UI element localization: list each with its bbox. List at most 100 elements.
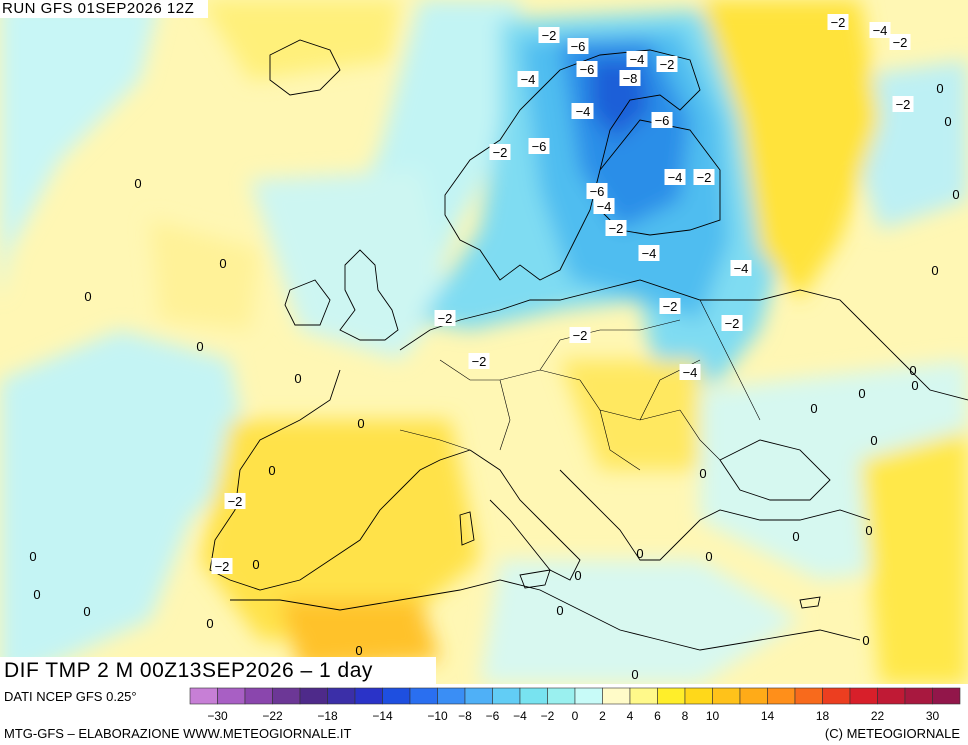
svg-text:0: 0 [705, 549, 712, 564]
svg-text:0: 0 [252, 557, 259, 572]
contour-label: −2 [489, 144, 511, 160]
sicily-coast [519, 569, 551, 589]
colorbar-tick-label: 10 [706, 709, 720, 723]
contour-label: 0 [268, 463, 275, 478]
colorbar-tick-label: −30 [207, 709, 228, 723]
colorbar-swatch [657, 687, 686, 705]
svg-text:−2: −2 [663, 299, 678, 314]
svg-text:0: 0 [909, 363, 916, 378]
svg-text:0: 0 [134, 176, 141, 191]
contour-label: 0 [206, 616, 213, 631]
contour-label: 0 [944, 114, 951, 129]
svg-text:0: 0 [206, 616, 213, 631]
contour-label: 0 [952, 187, 959, 202]
colorbar-swatch [217, 687, 246, 705]
contour-label: −2 [538, 27, 560, 43]
svg-text:0: 0 [556, 603, 563, 618]
contour-label: −2 [468, 353, 490, 369]
credit-right: (C) METEOGIORNALE [824, 726, 960, 741]
colorbar-swatch [519, 687, 548, 705]
svg-text:−2: −2 [893, 35, 908, 50]
svg-text:−2: −2 [725, 316, 740, 331]
colorbar-tick-label: 18 [816, 709, 830, 723]
svg-text:0: 0 [83, 604, 90, 619]
contour-label: −4 [572, 103, 594, 119]
sardinia-coast [459, 511, 475, 546]
contour-label: 0 [858, 386, 865, 401]
contour-label: 0 [870, 433, 877, 448]
contour-label: 0 [355, 643, 362, 658]
colorbar-tick-label: 0 [572, 709, 579, 723]
colorbar-swatch [602, 687, 631, 705]
svg-text:−2: −2 [831, 15, 846, 30]
colorbar-tick-label: −6 [486, 709, 500, 723]
svg-text:0: 0 [862, 633, 869, 648]
colorbar-swatch [684, 687, 713, 705]
colorbar-tick-label: 8 [682, 709, 689, 723]
svg-text:0: 0 [574, 568, 581, 583]
contour-label: −2 [434, 310, 456, 326]
contour-label: −6 [586, 183, 608, 199]
colorbar-swatch [712, 687, 741, 705]
contour-label: 0 [911, 378, 918, 393]
colorbar-swatch [904, 687, 933, 705]
svg-text:0: 0 [931, 263, 938, 278]
colorbar-swatch [822, 687, 851, 705]
contour-label: −2 [889, 34, 911, 50]
svg-text:−2: −2 [896, 97, 911, 112]
europe-coast [399, 279, 968, 401]
contour-label: −2 [211, 558, 233, 574]
svg-text:−6: −6 [571, 39, 586, 54]
country-borders [399, 299, 761, 471]
colorbar-swatch [739, 687, 768, 705]
contour-label: −6 [528, 138, 550, 154]
svg-text:−4: −4 [668, 170, 683, 185]
italy-coast [469, 449, 581, 581]
svg-text:0: 0 [355, 643, 362, 658]
svg-text:0: 0 [944, 114, 951, 129]
contour-label: 0 [196, 339, 203, 354]
svg-text:−6: −6 [590, 184, 605, 199]
colorbar-tick-label: 22 [871, 709, 885, 723]
svg-text:0: 0 [936, 81, 943, 96]
colorbar-tick-label: 4 [627, 709, 634, 723]
colorbar-swatch [574, 687, 603, 705]
svg-text:0: 0 [865, 523, 872, 538]
colorbar-tick-label: 6 [654, 709, 661, 723]
svg-text:0: 0 [631, 667, 638, 682]
colorbar-swatch [849, 687, 878, 705]
colorbar-tick-label: −18 [317, 709, 338, 723]
contour-label: 0 [574, 568, 581, 583]
svg-text:0: 0 [911, 378, 918, 393]
land-outlines [209, 39, 968, 651]
svg-text:−2: −2 [542, 28, 557, 43]
contour-label: −4 [679, 364, 701, 380]
colorbar-tick-label: 30 [926, 709, 940, 723]
colorbar-swatch [272, 687, 301, 705]
contour-label: 0 [357, 416, 364, 431]
contour-label: 0 [792, 529, 799, 544]
colorbar-tick-label: −10 [427, 709, 448, 723]
svg-text:0: 0 [219, 256, 226, 271]
balkans-coast [559, 469, 871, 561]
svg-text:−2: −2 [228, 494, 243, 509]
contour-label: −4 [869, 22, 891, 38]
colorbar-swatch [932, 687, 961, 705]
svg-text:−4: −4 [734, 261, 749, 276]
svg-text:0: 0 [792, 529, 799, 544]
contour-label: 0 [84, 289, 91, 304]
contour-label: 0 [705, 549, 712, 564]
contour-label: 0 [252, 557, 259, 572]
contour-label: −2 [892, 96, 914, 112]
colorbar-tick-label: −22 [262, 709, 283, 723]
svg-text:−6: −6 [580, 62, 595, 77]
contour-label: −2 [656, 56, 678, 72]
contour-label: 0 [865, 523, 872, 538]
contour-label: −6 [567, 38, 589, 54]
contour-label: 0 [931, 263, 938, 278]
svg-text:−6: −6 [655, 113, 670, 128]
svg-text:−2: −2 [493, 145, 508, 160]
map-title: DIF TMP 2 M 00Z13SEP2026 – 1 day [0, 657, 436, 684]
contour-label: 0 [294, 371, 301, 386]
contour-label: 0 [134, 176, 141, 191]
